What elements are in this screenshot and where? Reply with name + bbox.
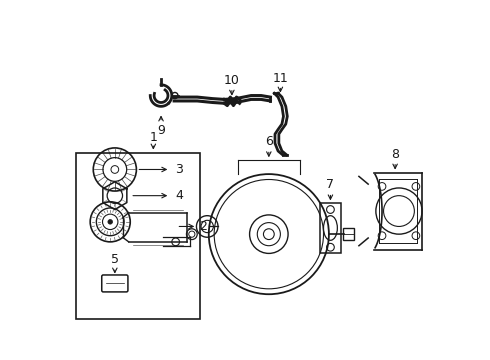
Text: 1: 1 [149, 131, 157, 144]
Text: 5: 5 [111, 253, 119, 266]
Text: 8: 8 [391, 148, 399, 161]
Text: 4: 4 [175, 189, 183, 202]
Text: 2: 2 [199, 220, 207, 233]
Text: 6: 6 [265, 135, 273, 148]
Bar [76, 153, 199, 319]
Circle shape [108, 220, 113, 224]
Bar [343, 228, 354, 240]
Text: 9: 9 [157, 124, 165, 137]
Text: 10: 10 [224, 75, 240, 87]
Text: 3: 3 [175, 163, 183, 176]
Text: 7: 7 [326, 178, 335, 192]
Text: 11: 11 [272, 72, 288, 85]
Bar [319, 203, 341, 253]
